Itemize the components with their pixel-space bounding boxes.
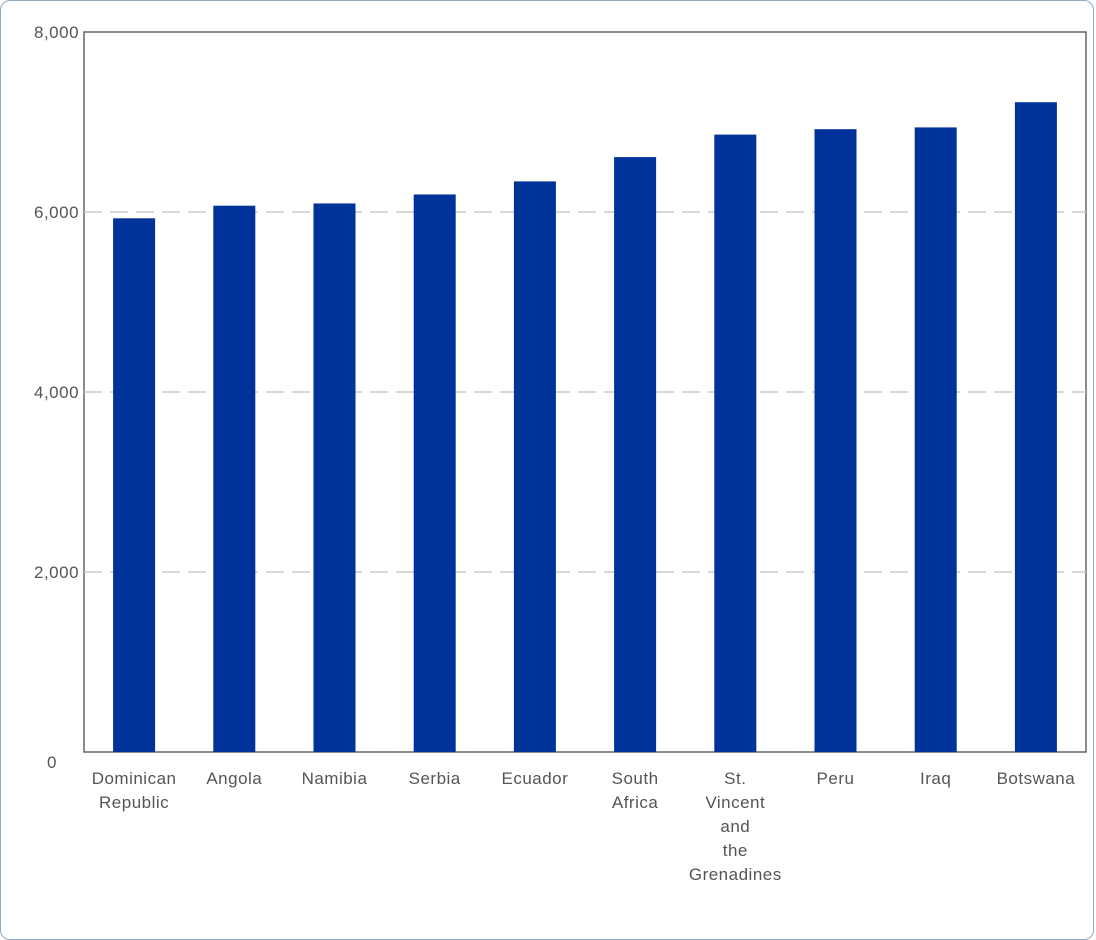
x-tick-label: Ecuador xyxy=(501,769,568,788)
x-tick-label-line: the xyxy=(723,841,748,860)
x-tick-label-line: Serbia xyxy=(409,769,461,788)
y-tick-label: 8,000 xyxy=(34,23,79,42)
bar xyxy=(814,129,857,752)
x-tick-label: St. Vincent and the Grenadines xyxy=(689,769,782,884)
x-tick-label: Namibia xyxy=(302,769,368,788)
bar xyxy=(213,205,256,752)
x-tick-label-line: Republic xyxy=(99,793,169,812)
x-tick-label-line: and xyxy=(720,817,750,836)
x-tick-label-line: Peru xyxy=(817,769,855,788)
x-tick-label-line: Africa xyxy=(612,793,659,812)
x-tick-label-line: St. xyxy=(724,769,746,788)
x-tick-label-line: Botswana xyxy=(997,769,1076,788)
y-tick-label: 4,000 xyxy=(34,383,79,402)
x-tick-label-line: Angola xyxy=(206,769,262,788)
x-tick-label: Serbia xyxy=(409,769,461,788)
x-tick-label: Angola xyxy=(206,769,262,788)
bar xyxy=(513,181,556,752)
x-tick-label-line: Dominican xyxy=(92,769,177,788)
bar xyxy=(714,134,757,753)
x-tick-label-line: Vincent xyxy=(705,793,765,812)
x-tick-label: Iraq xyxy=(920,769,951,788)
x-tick-label-line: Iraq xyxy=(920,769,951,788)
bar xyxy=(1014,102,1057,752)
bar xyxy=(914,127,957,752)
y-tick-label: 6,000 xyxy=(34,203,79,222)
bar xyxy=(113,218,156,753)
y-tick-label: 0 xyxy=(47,753,57,772)
x-tick-label-line: Namibia xyxy=(302,769,368,788)
bar xyxy=(313,203,356,752)
x-tick-label: Dominican Republic xyxy=(92,769,177,812)
x-tick-label: Peru xyxy=(817,769,855,788)
x-tick-label-line: Ecuador xyxy=(501,769,568,788)
y-tick-label: 2,000 xyxy=(34,563,79,582)
bar xyxy=(413,194,456,752)
x-tick-label-line: Grenadines xyxy=(689,865,782,884)
bar xyxy=(614,157,657,753)
x-tick-label: Botswana xyxy=(997,769,1076,788)
x-tick-label: South Africa xyxy=(612,769,659,812)
x-tick-label-line: South xyxy=(612,769,659,788)
